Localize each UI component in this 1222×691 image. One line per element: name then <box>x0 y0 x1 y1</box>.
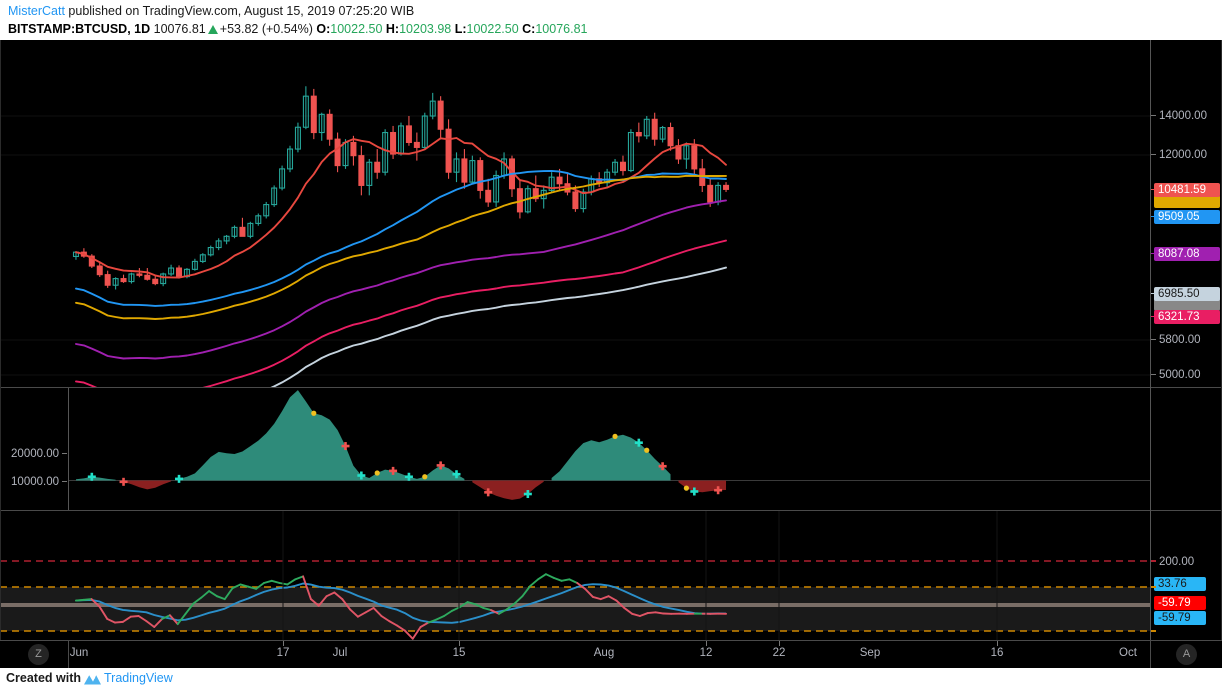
time-tick <box>706 641 707 646</box>
high-value: 10203.98 <box>399 22 452 36</box>
histogram-plot-area[interactable] <box>69 388 1150 510</box>
time-label-sep: Sep <box>859 647 881 659</box>
price-tick-6: 6321.73 <box>1154 310 1220 324</box>
chart-footer: Created with TradingView <box>0 668 1222 691</box>
price-tick-3: 9509.05 <box>1154 210 1220 224</box>
author-link[interactable]: MisterCatt <box>8 4 65 18</box>
time-label-jun: Jun <box>69 647 89 659</box>
price-scale-right[interactable]: 14000.00 12000.00 10481.59 9509.05 8087.08 69… <box>1151 40 1222 387</box>
close-label: C: <box>522 22 536 36</box>
price-tick-0: 14000.00 <box>1151 109 1222 123</box>
price-scale-divider <box>1150 40 1151 640</box>
created-with-label: Created with <box>6 671 82 685</box>
tradingview-logo-icon <box>84 673 101 687</box>
time-tick <box>283 641 284 646</box>
time-axis[interactable]: Z A Jun 17 Jul 15 Aug 12 22 Sep 16 Oct <box>0 640 1222 669</box>
price-tick-7: 5800.00 <box>1151 333 1222 347</box>
time-label-22: 22 <box>772 647 786 659</box>
open-value: 10022.50 <box>330 22 383 36</box>
time-label-16: 16 <box>990 647 1004 659</box>
chart-canvas[interactable]: 14000.00 12000.00 10481.59 9509.05 8087.08 69… <box>0 40 1222 640</box>
low-value: 10022.50 <box>466 22 519 36</box>
time-label-15: 15 <box>452 647 466 659</box>
histogram-tick-0: 20000.00 <box>11 447 67 461</box>
price-tick-occluded <box>1154 298 1220 311</box>
triangle-up-icon <box>207 25 218 34</box>
price-plot-area[interactable] <box>0 40 1150 387</box>
price-tick-occluded <box>1154 195 1220 208</box>
histogram-scale-right[interactable] <box>1151 388 1222 510</box>
oscillator-level-stub <box>1151 560 1156 562</box>
price-tick-4: 8087.08 <box>1154 247 1220 261</box>
publish-text: published on TradingView.com, August 15,… <box>64 4 415 18</box>
time-label-aug: Aug <box>593 647 615 659</box>
auto-scale-button[interactable]: A <box>1176 644 1197 665</box>
oscillator-level-stub <box>1151 630 1156 632</box>
publish-info: MisterCatt published on TradingView.com,… <box>8 4 414 18</box>
price-tick-1: 12000.00 <box>1151 148 1222 162</box>
open-label: O: <box>316 22 331 36</box>
axis-divider-right <box>1150 641 1151 669</box>
histogram-series-svg <box>69 390 1150 500</box>
price-tick-5: 6985.50 <box>1154 287 1220 301</box>
zoom-out-button[interactable]: Z <box>28 644 49 665</box>
price-series-svg <box>0 86 1150 387</box>
oscillator-tick-0: 200.00 <box>1151 555 1222 569</box>
symbol-info-bar: BITSTAMP:BTCUSD, 1D 10076.81 +53.82 (+0.5… <box>8 22 588 36</box>
low-label: L: <box>454 22 467 36</box>
time-label-12: 12 <box>699 647 713 659</box>
time-tick <box>459 641 460 646</box>
chart-header: MisterCatt published on TradingView.com,… <box>0 0 1222 40</box>
oscillator-plot-area[interactable] <box>0 511 1150 640</box>
pane-separator-2[interactable] <box>0 510 1222 511</box>
oscillator-tick-1: 33.76 <box>1154 577 1206 591</box>
oscillator-tick-3: -59.79 <box>1154 611 1206 625</box>
time-tick <box>997 641 998 646</box>
oscillator-tick-2: -59.79 <box>1154 596 1206 610</box>
tradingview-brand[interactable]: TradingView <box>104 671 173 685</box>
time-label-jul: Jul <box>332 647 348 659</box>
oscillator-series-svg <box>0 511 1150 640</box>
last-price: 10076.81 <box>153 22 206 36</box>
price-change: +53.82 (+0.54%) <box>219 22 313 36</box>
price-tick-8: 5000.00 <box>1151 368 1222 382</box>
histogram-tick-1: 10000.00 <box>11 475 67 489</box>
pane-separator-1[interactable] <box>0 387 1222 388</box>
histogram-scale-divider <box>68 388 69 510</box>
oscillator-level-stub <box>1151 586 1156 588</box>
axis-divider-left <box>68 641 69 669</box>
symbol-label[interactable]: BITSTAMP:BTCUSD, 1D <box>8 22 151 36</box>
high-label: H: <box>385 22 400 36</box>
price-tick-2: 10481.59 <box>1154 183 1220 197</box>
close-value: 10076.81 <box>535 22 588 36</box>
price-pane[interactable]: 14000.00 12000.00 10481.59 9509.05 8087.08 69… <box>0 40 1222 387</box>
time-label-17: 17 <box>276 647 290 659</box>
time-label-oct: Oct <box>1119 647 1137 659</box>
time-tick <box>779 641 780 646</box>
